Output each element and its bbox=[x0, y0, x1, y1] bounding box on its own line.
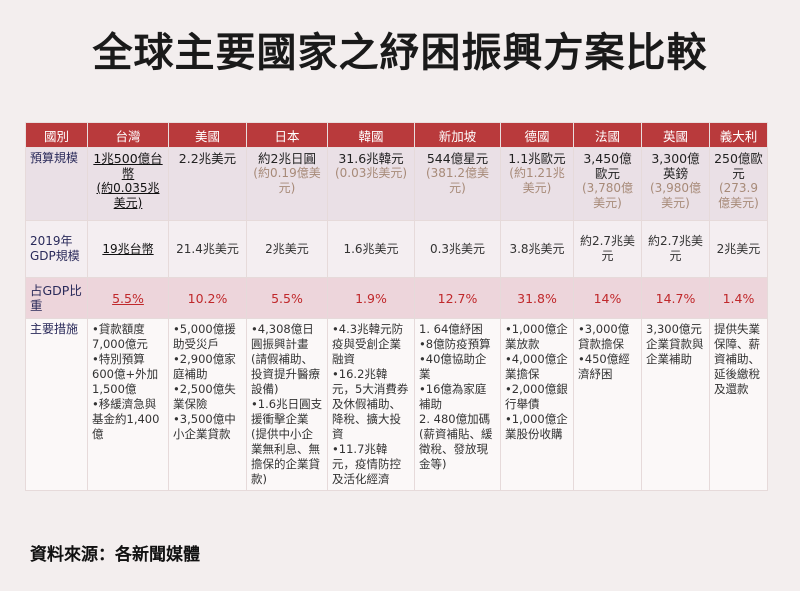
share-cell: 14% bbox=[573, 277, 642, 319]
row-label-share: 占GDP比重 bbox=[25, 277, 88, 319]
page-title: 全球主要國家之紓困振興方案比較 bbox=[92, 30, 708, 76]
gdp-cell: 2兆美元 bbox=[246, 220, 328, 278]
header-cell: 台灣 bbox=[87, 122, 169, 148]
measures-cell: •4,308億日圓振興計畫(請假補助、投資提升醫療設備) •1.6兆日圓支援衝擊… bbox=[246, 318, 328, 491]
source-note: 資料來源：各新聞媒體 bbox=[30, 545, 200, 565]
header-cell: 韓國 bbox=[327, 122, 415, 148]
row-label-gdp: 2019年GDP規模 bbox=[25, 220, 88, 278]
measures-cell: •貸款額度7,000億元 •特別預算600億+外加1,500億 •移緩濟急與基金… bbox=[87, 318, 169, 491]
gdp-cell: 21.4兆美元 bbox=[168, 220, 247, 278]
measures-cell: •1,000億企業放款 •4,000億企業擔保 •2,000億銀行舉債 •1,0… bbox=[500, 318, 574, 491]
share-cell: 31.8% bbox=[500, 277, 574, 319]
measures-cell: •3,000億貸款擔保 •450億經濟紓困 bbox=[573, 318, 642, 491]
budget-cell: 約2兆日圓 (約0.19億美元) bbox=[246, 147, 328, 221]
gdp-cell: 19兆台幣 bbox=[87, 220, 169, 278]
gdp-cell: 約2.7兆美元 bbox=[573, 220, 642, 278]
budget-cell: 3,450億歐元 (3,780億美元) bbox=[573, 147, 642, 221]
share-cell: 10.2% bbox=[168, 277, 247, 319]
share-cell: 5.5% bbox=[87, 277, 169, 319]
share-cell: 1.9% bbox=[327, 277, 415, 319]
share-row: 占GDP比重 5.5% 10.2% 5.5% 1.9% 12.7% 31.8% … bbox=[25, 277, 768, 319]
row-label-budget: 預算規模 bbox=[25, 147, 88, 221]
gdp-cell: 3.8兆美元 bbox=[500, 220, 574, 278]
gdp-cell: 0.3兆美元 bbox=[414, 220, 501, 278]
header-cell: 國別 bbox=[25, 122, 88, 148]
header-cell: 義大利 bbox=[709, 122, 768, 148]
measures-row: 主要措施 •貸款額度7,000億元 •特別預算600億+外加1,500億 •移緩… bbox=[25, 318, 768, 491]
gdp-cell: 1.6兆美元 bbox=[327, 220, 415, 278]
share-cell: 12.7% bbox=[414, 277, 501, 319]
measures-cell: •5,000億援助受災戶 •2,900億家庭補助 •2,500億失業保險 •3,… bbox=[168, 318, 247, 491]
budget-cell: 250億歐元 (273.9億美元) bbox=[709, 147, 768, 221]
measures-cell: 提供失業保障、薪資補助、延後繳稅及還款 bbox=[709, 318, 768, 491]
row-label-measures: 主要措施 bbox=[25, 318, 88, 491]
share-cell: 14.7% bbox=[641, 277, 710, 319]
budget-row: 預算規模 1兆500億台幣 (約0.035兆美元) 2.2兆美元 約2兆日圓 (約0… bbox=[25, 147, 768, 221]
measures-cell: 1. 64億紓困 •8億防疫預算 •40億協助企業 •16億為家庭補助 2. 4… bbox=[414, 318, 501, 491]
header-row: 國別 台灣 美國 日本 韓國 新加坡 德國 法國 英國 義大利 bbox=[25, 122, 768, 148]
share-cell: 1.4% bbox=[709, 277, 768, 319]
budget-cell: 3,300億英鎊 (3,980億美元) bbox=[641, 147, 710, 221]
budget-cell: 544億星元 (381.2億美元) bbox=[414, 147, 501, 221]
gdp-row: 2019年GDP規模 19兆台幣 21.4兆美元 2兆美元 1.6兆美元 0.3… bbox=[25, 220, 768, 278]
budget-cell: 2.2兆美元 bbox=[168, 147, 247, 221]
measures-cell: •4.3兆韓元防疫與受創企業融資 •16.2兆韓元，5大消費券及休假補助、降稅、… bbox=[327, 318, 415, 491]
gdp-cell: 2兆美元 bbox=[709, 220, 768, 278]
budget-cell: 1兆500億台幣 (約0.035兆美元) bbox=[87, 147, 169, 221]
header-cell: 德國 bbox=[500, 122, 574, 148]
header-cell: 美國 bbox=[168, 122, 247, 148]
comparison-table: 國別 台灣 美國 日本 韓國 新加坡 德國 法國 英國 義大利 預算規模 1兆5… bbox=[25, 122, 768, 491]
header-cell: 新加坡 bbox=[414, 122, 501, 148]
header-cell: 英國 bbox=[641, 122, 710, 148]
share-cell: 5.5% bbox=[246, 277, 328, 319]
gdp-cell: 約2.7兆美元 bbox=[641, 220, 710, 278]
budget-cell: 1.1兆歐元 (約1.21兆美元) bbox=[500, 147, 574, 221]
header-cell: 法國 bbox=[573, 122, 642, 148]
header-cell: 日本 bbox=[246, 122, 328, 148]
measures-cell: 3,300億元企業貸款與企業補助 bbox=[641, 318, 710, 491]
budget-cell: 31.6兆韓元 (0.03兆美元) bbox=[327, 147, 415, 221]
